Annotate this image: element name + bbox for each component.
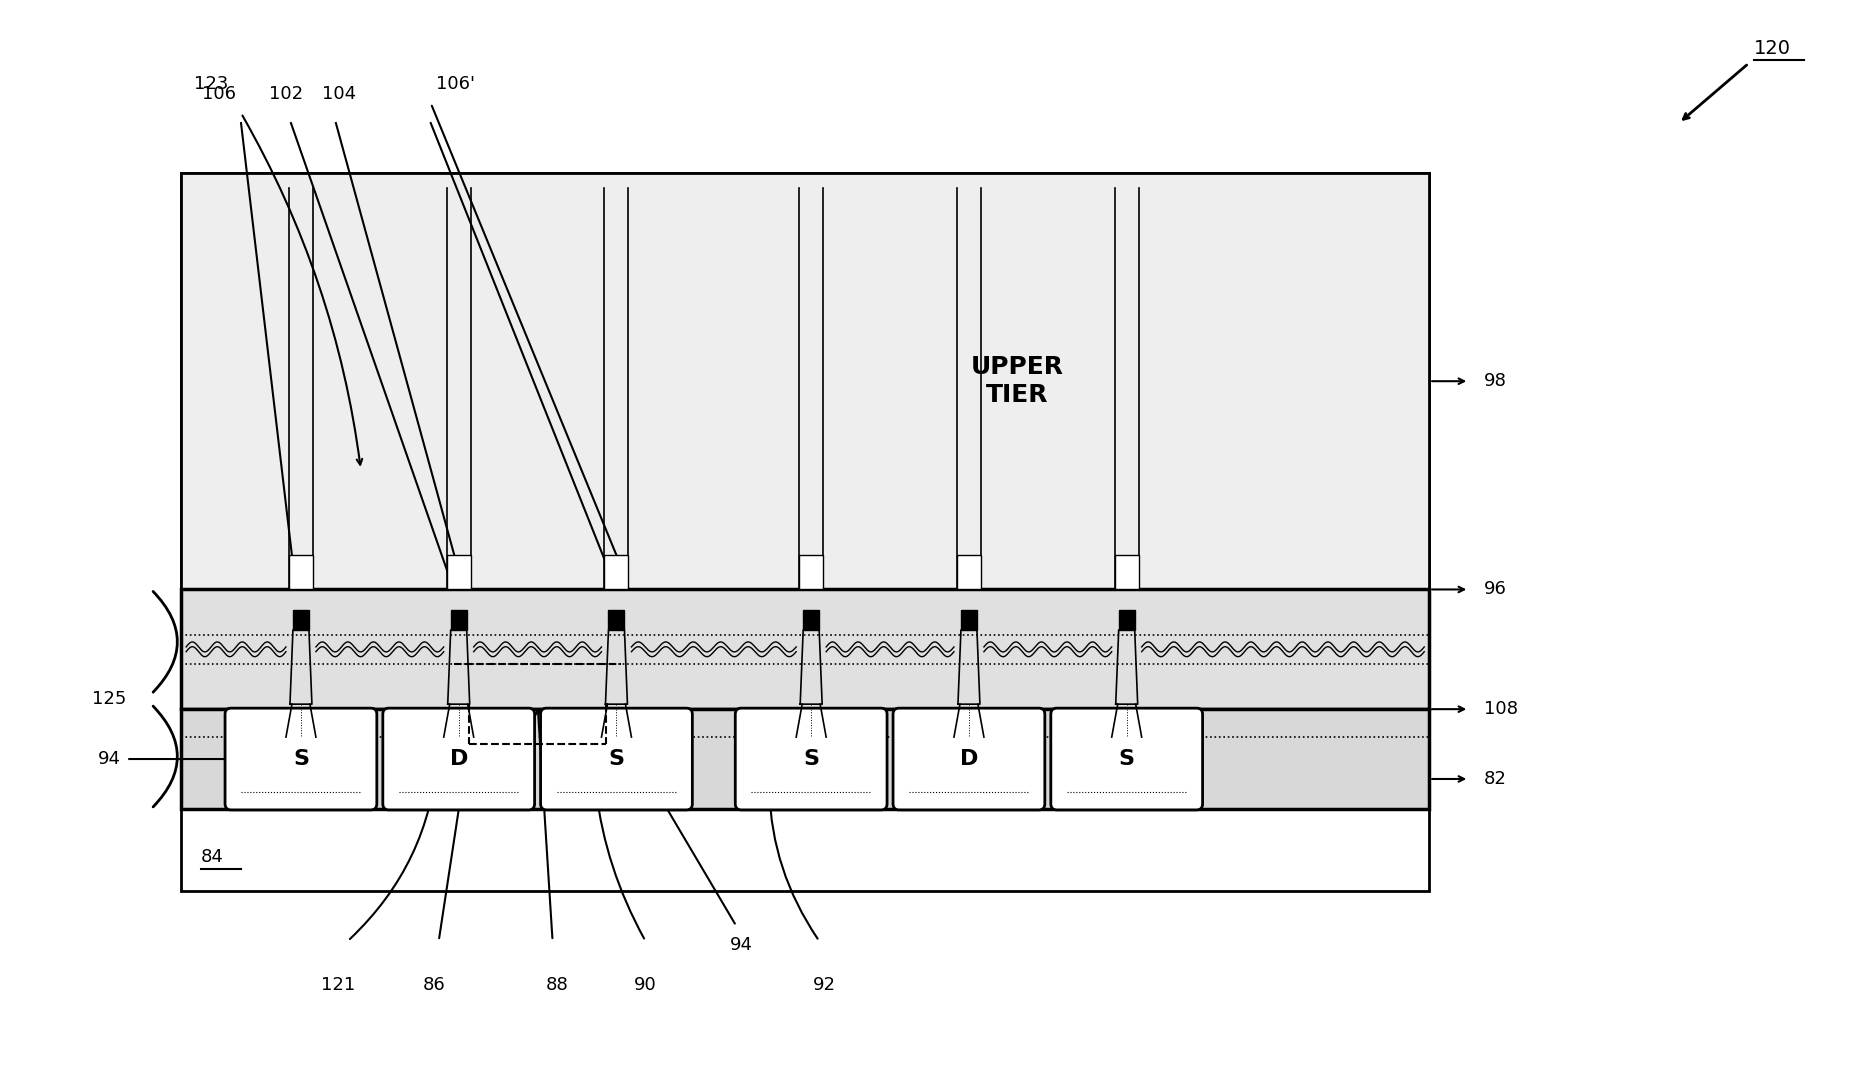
Text: 82: 82 (1484, 770, 1506, 788)
Bar (289, 554, 313, 590)
Bar (182, 590, 1428, 710)
Text: 98: 98 (1484, 372, 1506, 390)
Text: 120: 120 (1753, 40, 1790, 58)
FancyBboxPatch shape (735, 709, 887, 809)
Bar (1115, 554, 1139, 590)
Bar (608, 610, 625, 630)
Bar (800, 554, 824, 590)
Bar (803, 610, 820, 630)
Bar (451, 610, 467, 630)
Text: 104: 104 (321, 85, 356, 103)
Bar (447, 554, 471, 590)
FancyBboxPatch shape (382, 709, 534, 809)
Text: 84: 84 (200, 848, 224, 866)
Text: 94: 94 (729, 936, 753, 954)
Bar (605, 554, 629, 590)
FancyBboxPatch shape (224, 709, 377, 809)
Text: 121: 121 (321, 976, 354, 994)
Text: 94: 94 (98, 750, 121, 768)
Text: D: D (959, 749, 978, 769)
Bar (1119, 610, 1135, 630)
Text: 96: 96 (1484, 580, 1506, 598)
Text: 106': 106' (436, 75, 475, 93)
Text: 125: 125 (93, 690, 126, 709)
Text: 86: 86 (423, 976, 445, 994)
Text: UPPER
TIER: UPPER TIER (970, 355, 1065, 407)
Text: 106: 106 (202, 85, 236, 103)
Bar (293, 610, 310, 630)
Bar (957, 554, 981, 590)
Text: S: S (803, 749, 820, 769)
Text: 108: 108 (1484, 700, 1517, 718)
Text: D: D (449, 749, 467, 769)
Text: 90: 90 (634, 976, 657, 994)
Text: 102: 102 (269, 85, 302, 103)
Bar (961, 610, 978, 630)
Text: 123: 123 (195, 75, 228, 93)
Text: S: S (1119, 749, 1135, 769)
Text: 88: 88 (545, 976, 569, 994)
Bar (182, 710, 1428, 809)
Text: S: S (293, 749, 310, 769)
Bar (182, 173, 1428, 891)
Bar (182, 173, 1428, 590)
FancyBboxPatch shape (1050, 709, 1202, 809)
Text: 92: 92 (812, 976, 835, 994)
Text: S: S (608, 749, 625, 769)
FancyBboxPatch shape (892, 709, 1044, 809)
FancyBboxPatch shape (540, 709, 692, 809)
